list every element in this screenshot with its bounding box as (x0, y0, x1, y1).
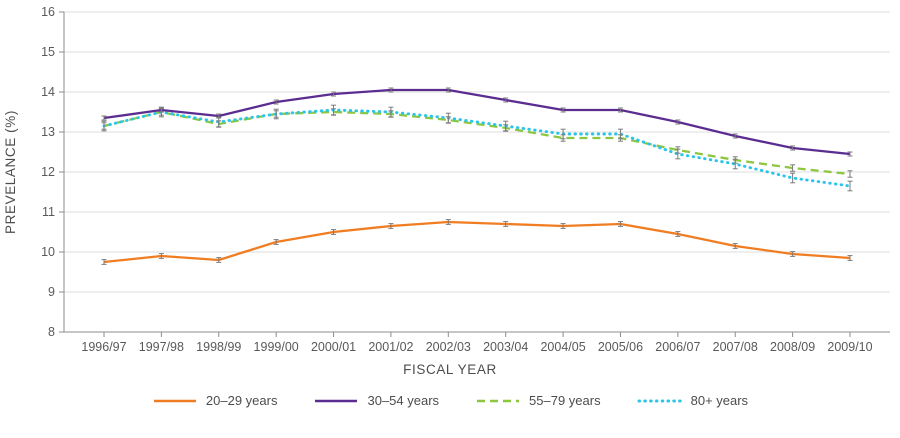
legend-label: 30–54 years (367, 393, 440, 408)
svg-text:2001/02: 2001/02 (368, 340, 413, 354)
svg-text:9: 9 (48, 285, 55, 299)
svg-text:2007/08: 2007/08 (713, 340, 758, 354)
legend-label: 20–29 years (205, 393, 278, 408)
error-bars (101, 87, 853, 265)
legend-line-swatch (153, 399, 196, 402)
svg-text:14: 14 (41, 85, 55, 99)
svg-text:15: 15 (41, 45, 55, 59)
svg-text:1998/99: 1998/99 (196, 340, 241, 354)
legend-item-55-79-years: 55–79 years (475, 393, 601, 408)
svg-text:12: 12 (41, 165, 55, 179)
legend-line-swatch (315, 399, 358, 402)
axes (59, 11, 890, 337)
legend-item-20-29-years: 20–29 years (152, 393, 278, 408)
svg-text:2003/04: 2003/04 (483, 340, 528, 354)
svg-text:1997/98: 1997/98 (139, 340, 184, 354)
legend-item-30-54-years: 30–54 years (313, 393, 439, 408)
svg-text:2009/10: 2009/10 (827, 340, 872, 354)
svg-text:2000/01: 2000/01 (311, 340, 356, 354)
svg-text:13: 13 (41, 125, 55, 139)
x-axis-label: FISCAL YEAR (403, 362, 497, 377)
prevalence-by-age-chart: 8 9 10 11 12 13 14 15 16 1996/97 1997/98 1998/99 199… (0, 5, 900, 408)
svg-text:8: 8 (48, 325, 55, 339)
chart-plot-area: 8 9 10 11 12 13 14 15 16 1996/97 1997/98 1998/99 199… (3, 5, 890, 354)
svg-text:2004/05: 2004/05 (540, 340, 585, 354)
svg-text:2008/09: 2008/09 (770, 340, 815, 354)
svg-text:10: 10 (41, 245, 55, 259)
svg-text:1996/97: 1996/97 (81, 340, 126, 354)
chart-legend: 20–29 years 30–54 years 55–79 years 80+ yea… (0, 393, 900, 408)
svg-text:1999/00: 1999/00 (254, 340, 299, 354)
legend-item-80+-years: 80+ years (637, 393, 748, 408)
svg-text:2002/03: 2002/03 (426, 340, 471, 354)
legend-label: 80+ years (690, 393, 749, 408)
svg-text:11: 11 (42, 205, 55, 219)
legend-line-swatch (477, 399, 520, 402)
legend-label: 55–79 years (529, 393, 601, 408)
data-series-lines (102, 88, 852, 264)
gridlines (64, 11, 890, 293)
svg-text:2005/06: 2005/06 (598, 340, 643, 354)
svg-text:2006/07: 2006/07 (655, 340, 700, 354)
tick-labels: 8 9 10 11 12 13 14 15 16 1996/97 1997/98 1998/99 199… (41, 5, 873, 354)
y-axis-label: PREVELANCE (%) (3, 110, 18, 234)
legend-line-swatch (637, 399, 683, 402)
svg-text:16: 16 (41, 5, 55, 19)
